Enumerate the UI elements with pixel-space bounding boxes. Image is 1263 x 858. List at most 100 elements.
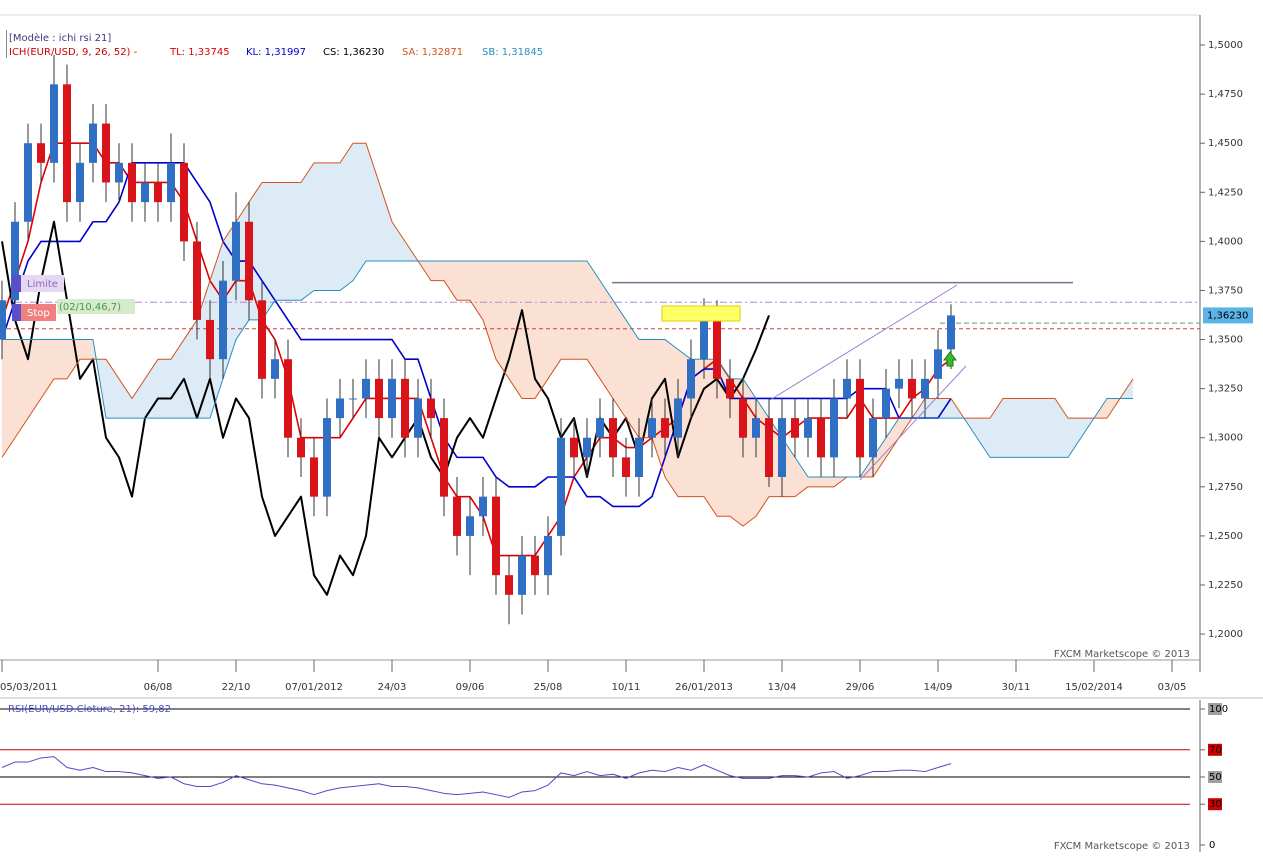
indicator-label: ICH(EUR/USD, 9, 26, 52) - xyxy=(9,47,138,58)
cloud-layer xyxy=(2,143,1133,527)
cloud xyxy=(431,261,444,281)
rsi-tick-label: 30 xyxy=(1209,799,1222,810)
candle-body xyxy=(713,310,721,379)
candle-body xyxy=(427,398,435,419)
stop-note-box xyxy=(57,299,135,314)
cloud xyxy=(353,143,366,281)
y-tick-label: 1,2250 xyxy=(1208,580,1243,591)
cloud xyxy=(886,418,899,458)
candle-body xyxy=(882,388,890,419)
highlight-box xyxy=(661,305,741,322)
candle-body xyxy=(50,84,58,163)
cloud xyxy=(496,261,509,379)
x-tick-label: 30/11 xyxy=(1002,682,1031,693)
cloud xyxy=(444,261,457,301)
candle-body xyxy=(388,378,396,419)
cloud xyxy=(574,261,587,360)
cloud xyxy=(314,162,327,291)
annotation-layer: Limite Stop (02/10,46,7) xyxy=(12,275,967,481)
cloud xyxy=(704,359,717,517)
candle-body xyxy=(934,349,942,379)
candle-body xyxy=(531,555,539,576)
rsi-watermark: FXCM Marketscope © 2013 xyxy=(1054,841,1190,852)
candle-body xyxy=(518,555,526,595)
rsi-tick-box xyxy=(1208,798,1222,811)
cloud xyxy=(54,339,67,379)
label-layer: [Modèle : ichi rsi 21] ICH(EUR/USD, 9, 2… xyxy=(0,30,1253,852)
cloud xyxy=(28,339,41,419)
candle-body xyxy=(141,182,149,203)
cloud xyxy=(80,339,93,360)
candle-body xyxy=(11,221,19,301)
candle-body xyxy=(206,319,214,360)
cloud xyxy=(600,280,613,399)
header-title: [Modèle : ichi rsi 21] xyxy=(9,32,111,44)
candle-body xyxy=(362,378,370,399)
legend-entry: TL: 1,33745 xyxy=(169,47,230,58)
candle-body xyxy=(336,398,344,419)
candle-body xyxy=(193,241,201,320)
signal-arrow xyxy=(943,351,957,367)
candle-body xyxy=(102,123,110,183)
y-tick-label: 1,3000 xyxy=(1208,433,1243,444)
stop-handle[interactable] xyxy=(12,304,21,321)
limit-box[interactable] xyxy=(12,275,64,292)
stop-box[interactable] xyxy=(12,304,56,321)
y-tick-label: 1,4750 xyxy=(1208,89,1243,100)
candle-body xyxy=(466,516,474,536)
candle-body xyxy=(596,418,604,438)
candle-body xyxy=(830,398,838,458)
cloud xyxy=(2,339,15,458)
cloud xyxy=(1042,398,1055,458)
cloud xyxy=(795,457,808,497)
candle-body xyxy=(180,162,188,242)
cloud xyxy=(15,339,28,438)
stop-label[interactable]: Stop xyxy=(27,308,50,319)
limit-label[interactable]: Limite xyxy=(27,279,58,290)
y-tick-label: 1,2750 xyxy=(1208,482,1243,493)
watermark: FXCM Marketscope © 2013 xyxy=(1054,649,1190,660)
candle-body xyxy=(310,457,318,497)
candle-body xyxy=(817,418,825,458)
stop-note: (02/10,46,7) xyxy=(59,302,121,313)
cloud xyxy=(301,162,314,301)
cloud xyxy=(288,182,301,301)
x-tick-label: 06/08 xyxy=(144,682,173,693)
cloud xyxy=(41,339,54,399)
candle-body xyxy=(89,123,97,163)
grid-layer xyxy=(0,44,1205,846)
rsi-tick-label: 70 xyxy=(1209,745,1222,756)
candle-body xyxy=(622,457,630,478)
y-tick-label: 1,2500 xyxy=(1208,531,1243,542)
cloud xyxy=(873,437,886,478)
candle-body xyxy=(700,310,708,360)
cloud xyxy=(132,378,145,419)
x-tick-label: 15/02/2014 xyxy=(1065,682,1123,693)
candle-body xyxy=(349,398,357,400)
line-layer xyxy=(1,142,1134,798)
candle-body xyxy=(947,315,955,350)
candle-body xyxy=(297,437,305,458)
candle-body xyxy=(323,418,331,497)
x-tick-label: 14/09 xyxy=(924,682,953,693)
candle-body xyxy=(167,162,175,203)
cloud xyxy=(1029,398,1042,458)
limit-handle[interactable] xyxy=(12,275,21,292)
y-tick-label: 1,2000 xyxy=(1208,629,1243,640)
cloud xyxy=(561,261,574,360)
candle-body xyxy=(128,162,136,203)
cloud xyxy=(548,261,561,379)
candle-layer xyxy=(0,54,955,625)
cloud xyxy=(171,339,184,419)
last-price-label: 1,36230 xyxy=(1207,310,1248,321)
last-price-box xyxy=(1203,307,1253,324)
cloud xyxy=(1055,398,1068,458)
y-tick-label: 1,5000 xyxy=(1208,40,1243,51)
x-tick-label: 09/06 xyxy=(456,682,485,693)
candle-body xyxy=(635,437,643,478)
rsi-tick-box xyxy=(1208,703,1222,715)
rsi-line xyxy=(1,756,952,798)
candle-body xyxy=(791,418,799,438)
cloud xyxy=(808,477,821,487)
